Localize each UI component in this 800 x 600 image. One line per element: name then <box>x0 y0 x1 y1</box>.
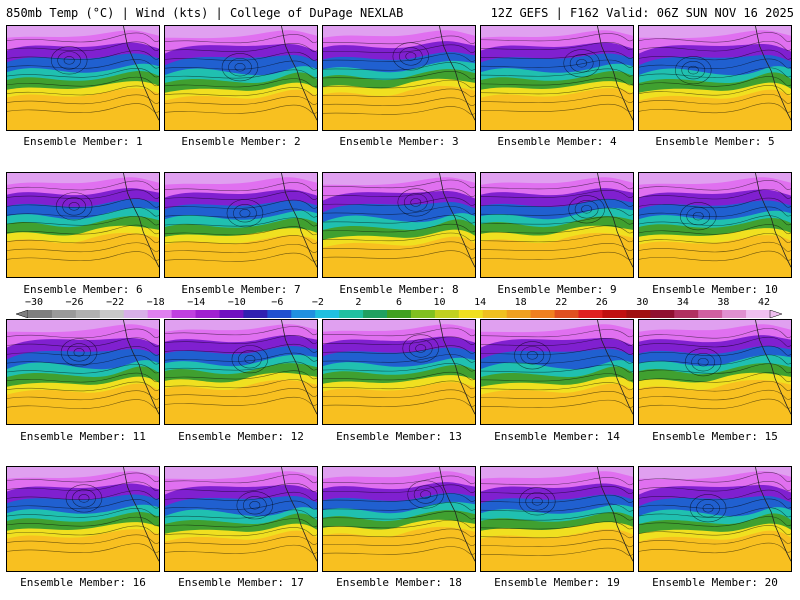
ensemble-member-label: Ensemble Member: 11 <box>20 430 146 443</box>
colorbar-swatch <box>698 310 723 318</box>
colorbar-swatch <box>530 310 556 318</box>
colorbar-tick-label: 30 <box>636 297 649 308</box>
ensemble-panel <box>164 25 318 131</box>
colorbar-swatch <box>746 310 771 318</box>
colorbar-swatch <box>506 310 532 318</box>
colorbar-tick-label: −14 <box>187 297 206 308</box>
ensemble-panel <box>6 319 160 425</box>
ensemble-member-label: Ensemble Member: 9 <box>497 283 617 296</box>
colorbar-swatch <box>219 310 244 318</box>
ensemble-member-label: Ensemble Member: 13 <box>336 430 462 443</box>
colorbar-swatch <box>28 310 53 318</box>
ensemble-member-label: Ensemble Member: 18 <box>336 576 462 589</box>
colorbar-tick-label: −10 <box>227 297 246 308</box>
chart-title: 850mb Temp (°C) | Wind (kts) | College o… <box>6 6 404 20</box>
colorbar-tick-label: −26 <box>65 297 84 308</box>
run-valid-time: 12Z GEFS | F162 Valid: 06Z SUN NOV 16 20… <box>490 6 794 20</box>
colorbar-swatch <box>51 310 77 318</box>
colorbar-tick-label: 14 <box>474 297 487 308</box>
colorbar-swatch <box>674 310 699 318</box>
colorbar-swatch <box>650 310 675 318</box>
ensemble-panel <box>638 466 792 572</box>
colorbar-swatch <box>363 310 388 318</box>
colorbar-tick-label: 34 <box>676 297 689 308</box>
colorbar-swatch <box>291 310 316 318</box>
temperature-colorbar <box>16 310 782 318</box>
ensemble-panel <box>164 466 318 572</box>
colorbar-swatch <box>410 310 436 318</box>
ensemble-panel <box>322 25 476 131</box>
ensemble-member-label: Ensemble Member: 8 <box>339 283 459 296</box>
ensemble-member-label: Ensemble Member: 5 <box>655 135 775 148</box>
colorbar-swatch <box>99 310 125 318</box>
ensemble-member-label: Ensemble Member: 3 <box>339 135 459 148</box>
ensemble-panel <box>480 172 634 278</box>
ensemble-member-label: Ensemble Member: 1 <box>23 135 143 148</box>
ensemble-member-label: Ensemble Member: 10 <box>652 283 778 296</box>
colorbar-arrow-left <box>16 310 29 318</box>
colorbar-swatch <box>578 310 603 318</box>
ensemble-panel <box>164 172 318 278</box>
colorbar-tick-label: 10 <box>433 297 446 308</box>
colorbar-swatch <box>434 310 460 318</box>
ensemble-member-label: Ensemble Member: 14 <box>494 430 620 443</box>
ensemble-panel <box>480 466 634 572</box>
ensemble-panel <box>6 25 160 131</box>
colorbar-swatch <box>315 310 340 318</box>
colorbar-swatch <box>626 310 651 318</box>
colorbar-tick-label: 6 <box>395 297 403 308</box>
ensemble-member-label: Ensemble Member: 4 <box>497 135 617 148</box>
ensemble-panel <box>638 319 792 425</box>
colorbar-tick-label: −6 <box>271 297 284 308</box>
colorbar-swatch <box>147 310 173 318</box>
ensemble-member-label: Ensemble Member: 16 <box>20 576 146 589</box>
colorbar-tick-label: 22 <box>555 297 568 308</box>
ensemble-panel <box>164 319 318 425</box>
colorbar-tick-label: 38 <box>717 297 730 308</box>
colorbar-tick-label: −22 <box>106 297 125 308</box>
ensemble-member-label: Ensemble Member: 2 <box>181 135 301 148</box>
colorbar-swatch <box>387 310 412 318</box>
colorbar-tick-label: 18 <box>514 297 527 308</box>
colorbar-swatch <box>339 310 364 318</box>
ensemble-panel <box>638 172 792 278</box>
colorbar-swatch <box>554 310 580 318</box>
ensemble-member-label: Ensemble Member: 15 <box>652 430 778 443</box>
ensemble-panel <box>6 466 160 572</box>
ensemble-panel <box>322 466 476 572</box>
ensemble-member-label: Ensemble Member: 7 <box>181 283 301 296</box>
colorbar-swatch <box>171 310 197 318</box>
colorbar-swatch <box>267 310 292 318</box>
colorbar-arrow-right <box>769 310 782 318</box>
colorbar-swatch <box>482 310 508 318</box>
colorbar-tick-label: 2 <box>355 297 362 308</box>
colorbar-swatch <box>195 310 220 318</box>
ensemble-panel <box>322 172 476 278</box>
colorbar-swatch <box>123 310 149 318</box>
ensemble-panel <box>638 25 792 131</box>
colorbar-tick-label: −2 <box>311 297 324 308</box>
ensemble-panel <box>322 319 476 425</box>
ensemble-member-label: Ensemble Member: 12 <box>178 430 304 443</box>
ensemble-member-label: Ensemble Member: 20 <box>652 576 778 589</box>
ensemble-panel <box>6 172 160 278</box>
ensemble-panel <box>480 319 634 425</box>
ensemble-member-label: Ensemble Member: 19 <box>494 576 620 589</box>
colorbar-tick-label: 42 <box>757 297 771 308</box>
colorbar-tick-label: −30 <box>24 297 44 308</box>
colorbar-tick-label: 26 <box>595 297 608 308</box>
colorbar-swatch <box>243 310 268 318</box>
colorbar-swatch <box>75 310 101 318</box>
colorbar-swatch <box>458 310 484 318</box>
ensemble-member-label: Ensemble Member: 6 <box>23 283 143 296</box>
ensemble-panel <box>480 25 634 131</box>
colorbar-swatch <box>722 310 747 318</box>
colorbar-tick-label: −18 <box>146 297 165 308</box>
colorbar-swatch <box>602 310 627 318</box>
ensemble-member-label: Ensemble Member: 17 <box>178 576 304 589</box>
